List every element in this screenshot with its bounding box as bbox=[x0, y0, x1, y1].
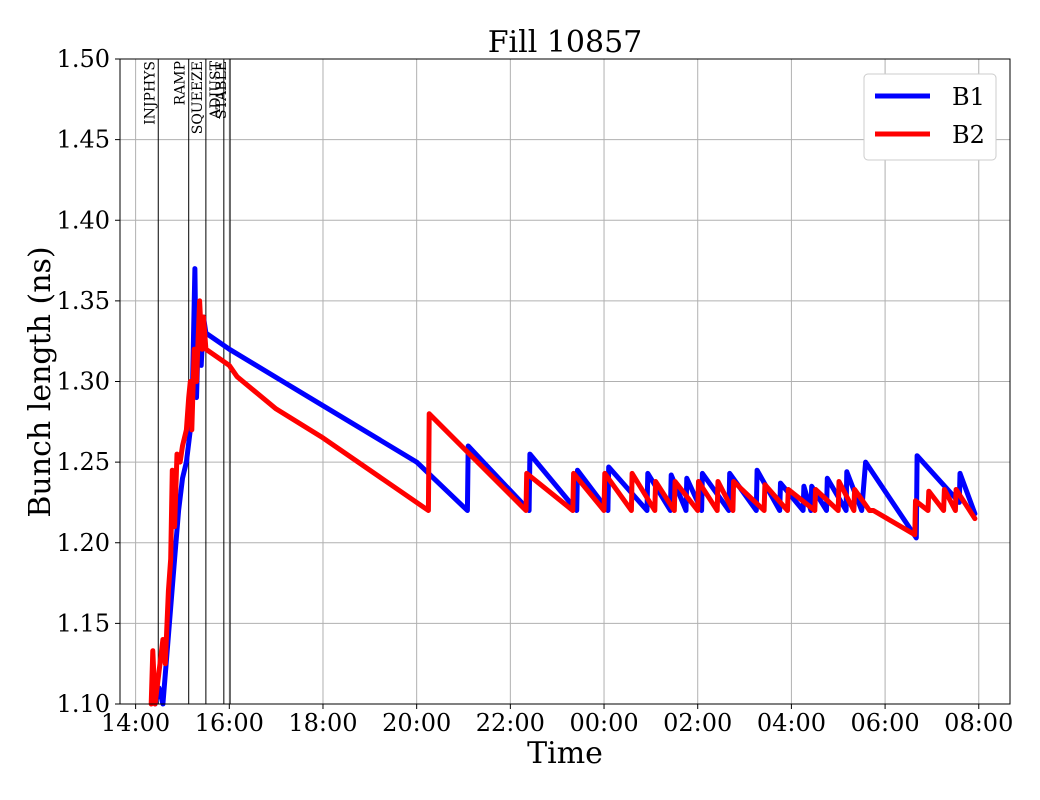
x-tick-label: 14:00 bbox=[101, 709, 170, 737]
y-tick-label: 1.50 bbox=[57, 45, 110, 73]
y-tick-label: 1.20 bbox=[57, 529, 110, 557]
y-tick-label: 1.35 bbox=[57, 287, 110, 315]
series-group bbox=[148, 266, 978, 707]
legend-label-b1: B1 bbox=[952, 83, 985, 111]
x-tick-label: 16:00 bbox=[195, 709, 264, 737]
y-tick-label: 1.10 bbox=[57, 690, 110, 718]
x-tick-label: 04:00 bbox=[757, 709, 826, 737]
y-tick-label: 1.40 bbox=[57, 206, 110, 234]
y-axis-ticks: 1.10 1.15 1.20 1.25 1.30 1.35 1.40 1.45 1.50 bbox=[57, 45, 120, 718]
x-tick-label: 06:00 bbox=[851, 709, 920, 737]
phase-label: STABLE bbox=[214, 61, 230, 119]
y-axis-label: Bunch length (ns) bbox=[23, 246, 58, 517]
phase-label: SQUEEZE bbox=[190, 61, 206, 134]
x-tick-label: 18:00 bbox=[288, 709, 357, 737]
y-tick-label: 1.15 bbox=[57, 609, 110, 637]
x-tick-label: 22:00 bbox=[476, 709, 545, 737]
series-line-b1 bbox=[152, 266, 978, 707]
x-tick-label: 20:00 bbox=[382, 709, 451, 737]
x-axis-label: Time bbox=[527, 736, 603, 771]
phase-label: INJPHYS bbox=[142, 61, 158, 125]
x-tick-label: 08:00 bbox=[944, 709, 1013, 737]
y-tick-label: 1.45 bbox=[57, 126, 110, 154]
y-tick-label: 1.25 bbox=[57, 448, 110, 476]
y-tick-label: 1.30 bbox=[57, 368, 110, 396]
phase-label: ADJUST bbox=[208, 60, 224, 119]
chart-title: Fill 10857 bbox=[488, 25, 643, 60]
series-line-b2 bbox=[148, 298, 978, 707]
x-tick-label: 02:00 bbox=[663, 709, 732, 737]
phase-label: RAMP bbox=[173, 61, 189, 105]
legend-label-b2: B2 bbox=[952, 121, 985, 149]
x-tick-label: 00:00 bbox=[569, 709, 638, 737]
x-axis-ticks: 14:00 16:00 18:00 20:00 22:00 00:00 02:00 04:00… bbox=[101, 704, 1013, 737]
